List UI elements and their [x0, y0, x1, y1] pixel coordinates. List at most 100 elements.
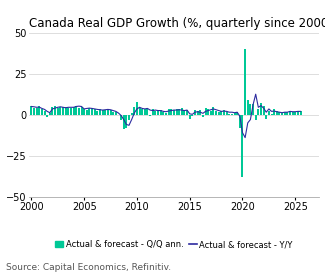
Bar — [300, 111, 302, 115]
Bar — [194, 110, 196, 115]
Bar — [133, 107, 135, 115]
Bar — [110, 110, 111, 115]
Bar — [36, 108, 38, 115]
Bar — [276, 111, 278, 115]
Bar — [186, 110, 188, 115]
Bar — [239, 115, 241, 128]
Bar — [247, 100, 249, 115]
Bar — [281, 113, 283, 115]
Bar — [112, 112, 114, 115]
Bar — [91, 108, 93, 115]
Bar — [123, 115, 125, 129]
Bar — [244, 49, 246, 115]
Bar — [207, 109, 209, 115]
Bar — [144, 109, 146, 115]
Bar — [249, 103, 252, 115]
Bar — [81, 107, 83, 115]
Bar — [54, 106, 56, 115]
Bar — [67, 108, 69, 115]
Bar — [234, 113, 236, 115]
Bar — [252, 104, 254, 115]
Bar — [273, 109, 275, 115]
Bar — [102, 110, 104, 115]
Bar — [86, 110, 88, 115]
Bar — [165, 113, 167, 115]
Bar — [286, 112, 288, 115]
Bar — [215, 111, 217, 115]
Bar — [297, 111, 299, 115]
Bar — [59, 107, 61, 115]
Bar — [72, 107, 75, 115]
Bar — [213, 107, 214, 115]
Bar — [136, 102, 138, 115]
Bar — [178, 109, 180, 115]
Bar — [49, 113, 51, 115]
Bar — [41, 109, 43, 115]
Bar — [88, 108, 90, 115]
Bar — [120, 115, 122, 120]
Bar — [160, 110, 162, 115]
Bar — [115, 112, 117, 115]
Legend: Actual & forecast - Q/Q ann., Actual & forecast - Y/Y: Actual & forecast - Q/Q ann., Actual & f… — [52, 237, 296, 253]
Bar — [75, 106, 77, 115]
Bar — [30, 106, 32, 115]
Bar — [125, 115, 127, 128]
Bar — [218, 112, 220, 115]
Bar — [231, 114, 233, 115]
Bar — [70, 108, 72, 115]
Bar — [157, 111, 159, 115]
Bar — [33, 108, 35, 115]
Bar — [96, 111, 98, 115]
Text: Source: Capital Economics, Refinitiv.: Source: Capital Economics, Refinitiv. — [6, 263, 172, 272]
Bar — [138, 108, 141, 115]
Bar — [147, 108, 149, 115]
Bar — [51, 107, 54, 115]
Bar — [220, 111, 222, 115]
Bar — [199, 110, 201, 115]
Bar — [202, 115, 204, 117]
Bar — [226, 112, 227, 115]
Bar — [176, 109, 177, 115]
Bar — [279, 112, 280, 115]
Bar — [241, 115, 243, 177]
Bar — [128, 115, 130, 120]
Bar — [270, 114, 273, 115]
Bar — [131, 113, 133, 115]
Bar — [223, 110, 225, 115]
Bar — [62, 107, 64, 115]
Bar — [154, 111, 156, 115]
Bar — [189, 115, 191, 119]
Bar — [260, 103, 262, 115]
Bar — [170, 109, 172, 115]
Bar — [263, 106, 265, 115]
Text: Canada Real GDP Growth (%, quarterly since 2000): Canada Real GDP Growth (%, quarterly sin… — [29, 17, 325, 30]
Bar — [152, 109, 154, 115]
Bar — [183, 110, 186, 115]
Bar — [294, 112, 296, 115]
Bar — [197, 111, 199, 115]
Bar — [141, 109, 143, 115]
Bar — [38, 106, 40, 115]
Bar — [99, 109, 101, 115]
Bar — [265, 115, 267, 119]
Bar — [104, 110, 106, 115]
Bar — [284, 112, 286, 115]
Bar — [268, 111, 270, 115]
Bar — [65, 107, 67, 115]
Bar — [57, 108, 59, 115]
Bar — [289, 111, 291, 115]
Bar — [236, 112, 238, 115]
Bar — [83, 109, 85, 115]
Bar — [44, 111, 46, 115]
Bar — [94, 109, 96, 115]
Bar — [292, 112, 294, 115]
Bar — [228, 114, 230, 115]
Bar — [173, 110, 175, 115]
Bar — [210, 111, 212, 115]
Bar — [78, 108, 80, 115]
Bar — [257, 109, 259, 115]
Bar — [181, 108, 183, 115]
Bar — [191, 115, 193, 116]
Bar — [107, 109, 109, 115]
Bar — [204, 108, 207, 115]
